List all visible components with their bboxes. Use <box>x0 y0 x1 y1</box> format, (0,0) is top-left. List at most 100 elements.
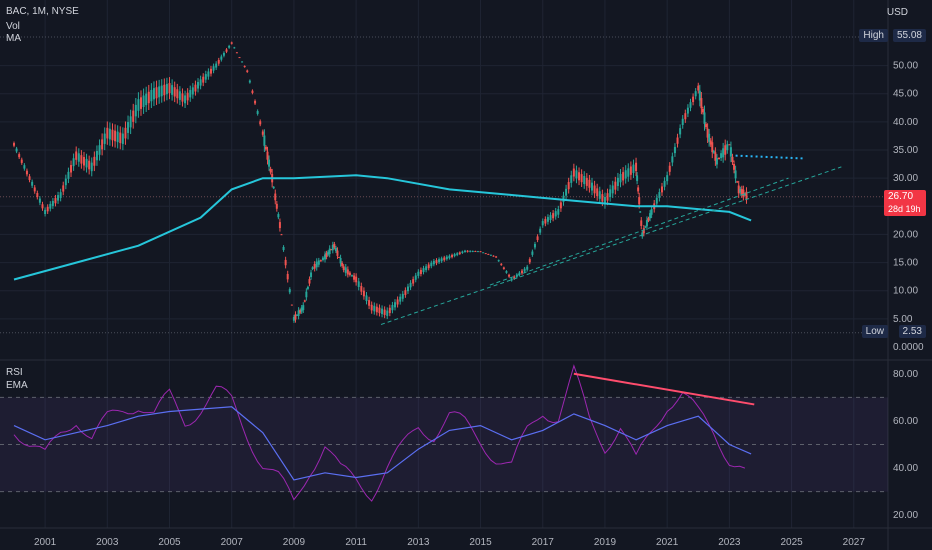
candle-body <box>230 42 233 44</box>
candle-body <box>82 157 85 166</box>
candle-body <box>49 203 52 209</box>
candle-body <box>264 146 267 150</box>
candle-body <box>254 100 257 104</box>
candle-body <box>142 95 145 108</box>
candle-body <box>642 228 645 234</box>
candle-body <box>305 291 308 298</box>
candle-body <box>168 83 171 94</box>
candle-body <box>194 84 197 92</box>
candle-body <box>425 266 428 271</box>
high-label: High <box>859 29 888 42</box>
x-tick-label: 2021 <box>656 537 679 548</box>
candle-body <box>624 170 627 179</box>
rsi-tick-label: 60.00 <box>893 416 918 427</box>
candle-body <box>668 165 671 172</box>
candle-body <box>539 228 542 233</box>
candle-body <box>708 133 711 142</box>
candle-body <box>338 256 341 258</box>
candle-body <box>466 250 469 252</box>
candle-body <box>497 260 500 262</box>
candle-body <box>365 295 368 302</box>
candle-body <box>728 144 731 146</box>
candle-body <box>302 305 305 311</box>
candle-body <box>160 85 163 97</box>
candle-body <box>342 266 345 271</box>
candle-body <box>209 68 212 74</box>
candle-body <box>150 89 153 102</box>
candle-body <box>145 93 148 106</box>
candle-body <box>526 266 529 270</box>
candle-body <box>246 70 249 72</box>
candle-body <box>591 182 593 191</box>
candle-body <box>268 159 271 167</box>
rsi-indicator-label[interactable]: RSI <box>6 367 23 378</box>
candle-body <box>33 187 36 192</box>
candle-body <box>212 66 215 71</box>
candle-body <box>41 204 44 209</box>
candle-body <box>399 296 402 302</box>
candle-body <box>15 148 18 152</box>
candle-body <box>740 189 743 195</box>
candle-body <box>348 272 351 276</box>
candle-body <box>549 215 552 221</box>
y-tick-label: 5.00 <box>893 314 913 325</box>
price-plot <box>12 41 842 325</box>
candle-body <box>567 182 570 190</box>
candle-body <box>355 276 358 283</box>
candle-body <box>220 56 223 60</box>
candle-body <box>495 256 498 258</box>
candle-body <box>636 175 639 181</box>
chart-title[interactable]: BAC, 1M, NYSE <box>6 6 79 17</box>
candle-body <box>686 107 689 114</box>
candle-body <box>119 132 122 144</box>
candle-body <box>18 154 21 158</box>
divergence-line <box>573 372 755 406</box>
candle-body <box>502 267 505 269</box>
candle-body <box>489 254 492 256</box>
ma-indicator-label[interactable]: MA <box>6 33 21 44</box>
candle-body <box>666 175 669 182</box>
candle-body <box>440 258 443 262</box>
candle-body <box>544 219 547 224</box>
candle-body <box>93 156 96 166</box>
candle-body <box>334 247 337 252</box>
candle-body <box>743 193 746 196</box>
candle-body <box>80 155 83 164</box>
candle-body <box>36 193 39 198</box>
candle-body <box>155 87 158 99</box>
candle-body <box>23 165 26 169</box>
candle-body <box>453 254 456 257</box>
vol-indicator-label[interactable]: Vol <box>6 21 20 32</box>
candle-body <box>315 261 318 268</box>
x-tick-label: 2019 <box>594 537 617 548</box>
candle-body <box>98 145 101 155</box>
candle-body <box>46 206 49 212</box>
candle-body <box>641 232 644 237</box>
candle-body <box>263 135 266 146</box>
candle-body <box>328 248 331 255</box>
candle-body <box>430 262 433 267</box>
candle-body <box>121 133 124 144</box>
candle-body <box>360 286 363 292</box>
candle-body <box>31 181 34 186</box>
candle-body <box>739 188 742 193</box>
candle-body <box>261 131 264 135</box>
candle-body <box>290 304 293 306</box>
candle-body <box>184 95 187 104</box>
candle-body <box>419 269 422 274</box>
candle-body <box>722 148 725 158</box>
candle-body <box>64 178 67 186</box>
candle-body <box>644 226 647 228</box>
candle-body <box>655 197 658 204</box>
ema-indicator-label[interactable]: EMA <box>6 380 28 391</box>
candle-body <box>286 273 289 280</box>
candle-body <box>191 87 194 95</box>
candle-body <box>341 262 344 266</box>
candle-body <box>330 249 333 251</box>
candle-body <box>248 80 251 83</box>
candle-body <box>412 279 415 284</box>
currency-label[interactable]: USD <box>886 7 908 18</box>
candle-body <box>438 259 441 263</box>
candle-body <box>173 87 176 97</box>
